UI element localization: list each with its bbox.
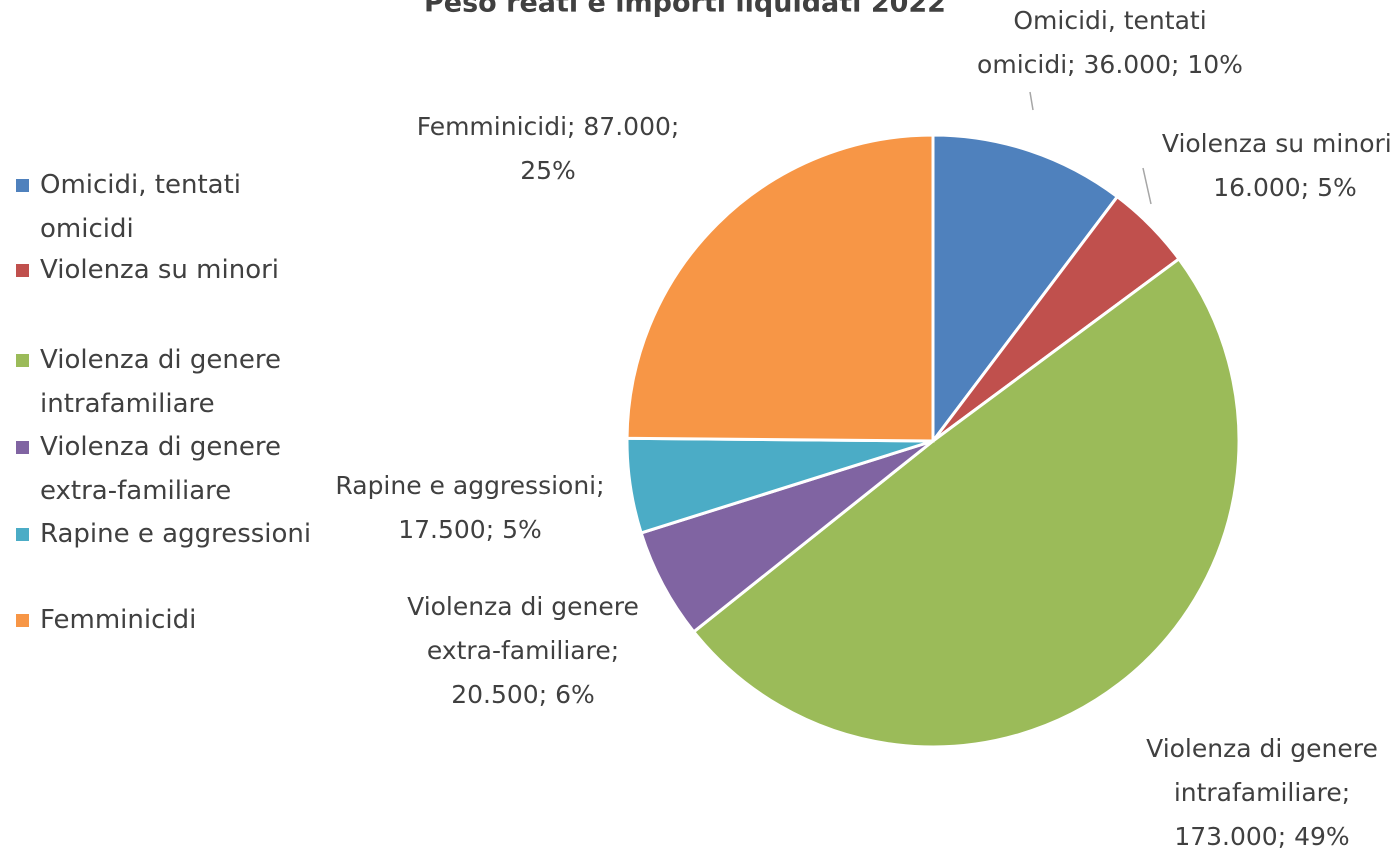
legend-item: Violenza di genere intrafamiliare [14,338,304,426]
leader-line [1029,91,1034,111]
data-label: Violenza di genere [1146,734,1378,763]
legend-label: Violenza di genere extra-familiare [40,432,281,506]
legend-label: Omicidi, tentati omicidi [40,170,242,244]
legend-swatch [16,264,29,277]
legend-swatch [16,528,29,541]
legend-swatch [16,441,29,454]
legend-swatch [16,614,29,627]
data-label: 20.500; 6% [451,680,595,709]
data-label: omicidi; 36.000; 10% [977,50,1243,79]
legend-label: Violenza su minori [40,255,280,285]
legend-swatch [16,179,29,192]
data-label: 173.000; 49% [1174,822,1349,849]
data-label: 25% [520,156,576,185]
pie-slice [625,133,935,443]
legend-item: Violenza su minori [14,248,334,292]
pie-slice [691,256,1241,749]
legend-label: Rapine e aggressioni [40,519,312,549]
data-label: Violenza di genere [407,592,639,621]
legend-item: Violenza di genere extra-familiare [14,425,304,513]
data-label: extra-familiare; [427,636,619,665]
leader-line [1142,167,1152,205]
data-label: Violenza su minori ; [1162,129,1399,158]
legend-item: Femminicidi [14,598,334,642]
legend-item: Rapine e aggressioni [14,512,334,556]
legend-label: Violenza di genere intrafamiliare [40,345,281,419]
legend-label: Femminicidi [40,605,197,635]
data-label: 16.000; 5% [1213,173,1357,202]
data-label: Rapine e aggressioni; [335,471,604,500]
pie-slice [931,133,1120,446]
data-label: 17.500; 5% [398,515,542,544]
legend-item: Omicidi, tentati omicidi [14,163,334,251]
data-label: Omicidi, tentati [1013,6,1206,35]
legend-swatch [16,354,29,367]
chart-title: Peso reati e importi liquidati 2022 [424,0,946,19]
data-label: intrafamiliare; [1174,778,1350,807]
data-label: Femminicidi; 87.000; [417,112,680,141]
